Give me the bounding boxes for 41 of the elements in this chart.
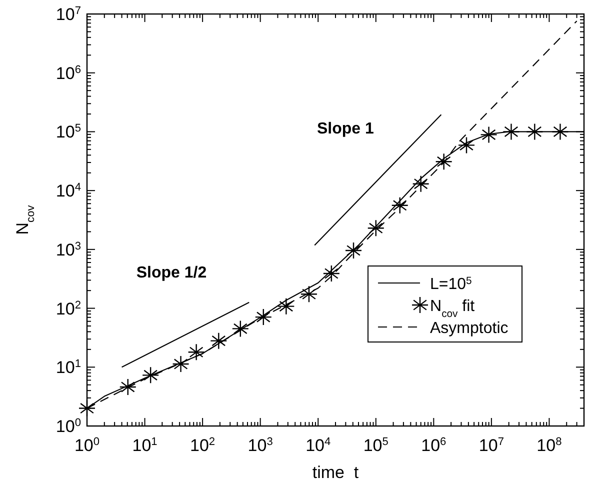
point [435, 153, 452, 170]
point [458, 136, 476, 154]
x-tick-label: 10$^{4}$ [306, 436, 331, 455]
y-tick-label: 10$^{0}$ [56, 417, 81, 436]
point [188, 344, 205, 361]
y-tick-label: 10$^{1}$ [56, 358, 81, 378]
x-tick-label: 10$^{2}$ [190, 436, 216, 455]
point [526, 123, 544, 140]
point [119, 378, 136, 396]
x-tick-label: 10$^{0}$ [74, 436, 100, 455]
x-tick-label: 10$^{7}$ [478, 436, 504, 455]
point [142, 366, 160, 384]
annotation: Slope 1 [316, 120, 374, 138]
point [480, 126, 498, 144]
x-axis-title: time t [312, 463, 359, 482]
point [391, 196, 408, 214]
point [502, 123, 520, 140]
legend-label: N$_{cov}$ fit [430, 298, 476, 320]
y-tick-label: 10$^{6}$ [56, 64, 81, 83]
y-tick-label: 10$^{3}$ [56, 240, 81, 260]
legend-label: Asymptotic [430, 320, 508, 337]
point [232, 320, 250, 338]
y-tick-label: 10$^{2}$ [56, 299, 81, 318]
point [210, 332, 228, 350]
point [367, 220, 384, 237]
y-tick-label: 10$^{4}$ [56, 182, 81, 201]
point [300, 286, 318, 303]
y-tick-label: 10$^{5}$ [56, 122, 81, 142]
point [322, 264, 340, 282]
x-tick-label: 10$^{6}$ [421, 436, 446, 455]
point [412, 175, 430, 192]
point [254, 308, 272, 326]
x-tick-label: 10$^{1}$ [132, 436, 158, 455]
x-tick-label: 10$^{8}$ [536, 436, 562, 455]
x-tick-label: 10$^{3}$ [248, 436, 273, 455]
legend-label: L=10$^{5}$ [430, 276, 472, 293]
point [344, 242, 362, 260]
y-tick-label: 10$^{7}$ [56, 5, 81, 24]
x-tick-label: 10$^{5}$ [363, 436, 388, 455]
annotation: Slope 1/2 [136, 264, 207, 282]
point [278, 298, 295, 315]
